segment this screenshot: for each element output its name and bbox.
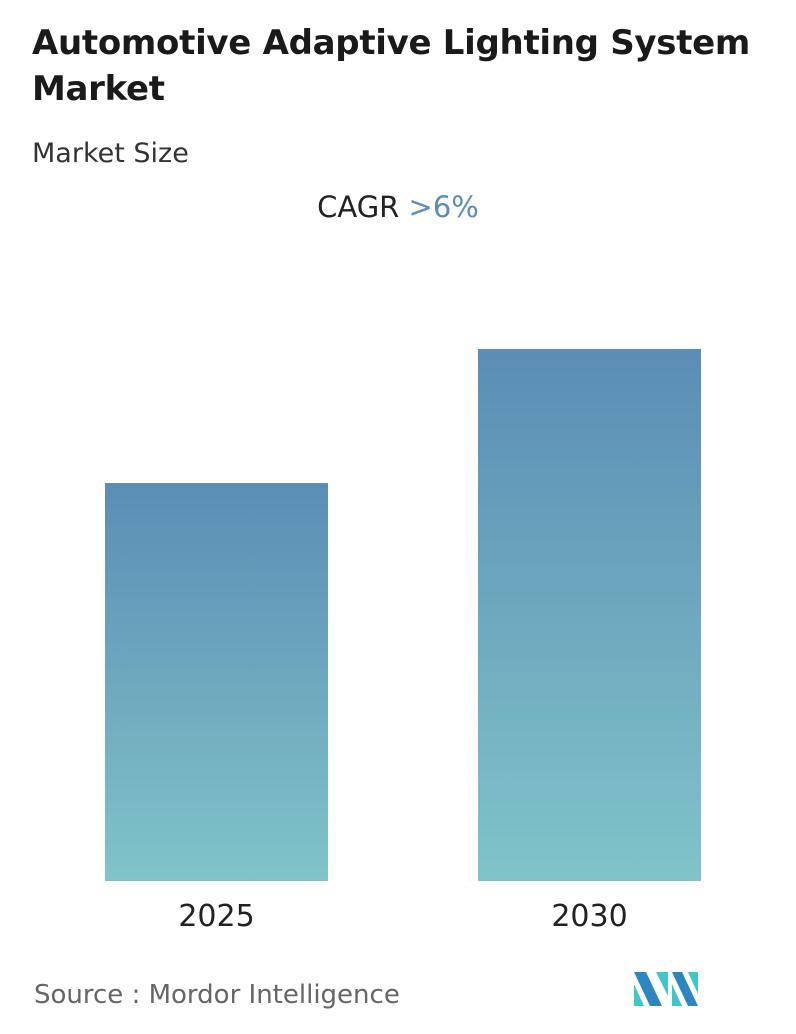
source-prefix: Source : xyxy=(34,980,141,1010)
bar-2025 xyxy=(105,483,328,881)
page-title: Automotive Adaptive Lighting System Mark… xyxy=(32,23,751,109)
cagr-text: CAGR xyxy=(317,190,400,224)
cagr-label: CAGR >6% xyxy=(0,190,796,224)
mordor-intelligence-logo-icon xyxy=(634,972,698,1006)
x-tick-label: 2025 xyxy=(178,899,254,934)
source-label: Source : Mordor Intelligence xyxy=(34,980,400,1010)
cagr-value: >6% xyxy=(408,190,479,224)
x-tick-label: 2030 xyxy=(551,899,627,934)
source-name: Mordor Intelligence xyxy=(148,980,400,1010)
bar-2030 xyxy=(478,349,701,881)
chart-subtitle: Market Size xyxy=(32,138,189,169)
bar-chart: 2025 2030 xyxy=(105,349,701,934)
